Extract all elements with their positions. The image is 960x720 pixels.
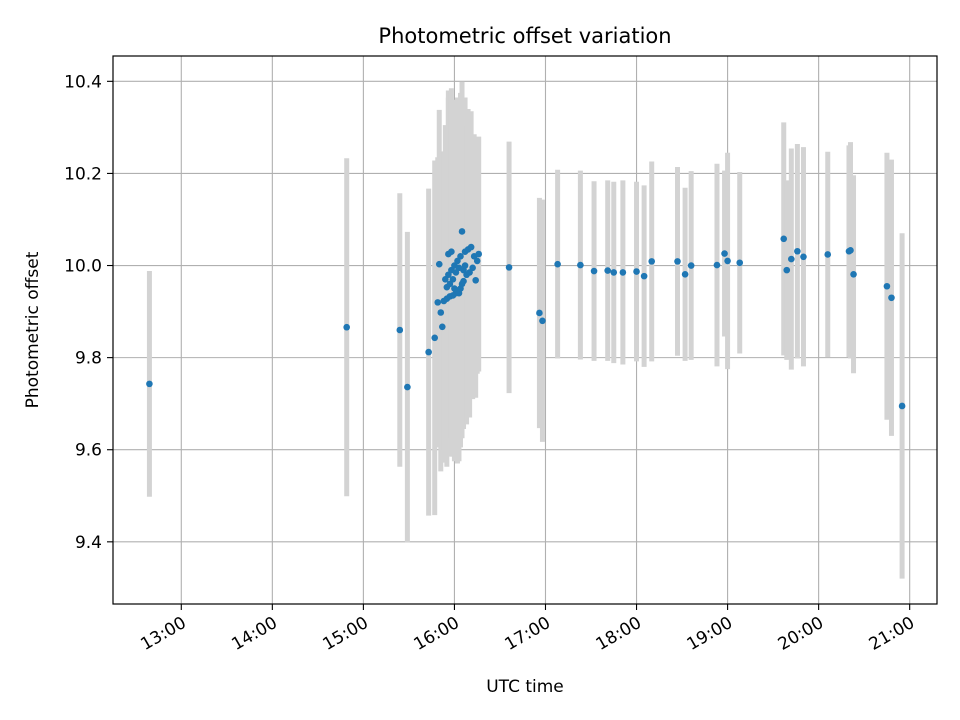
data-point: [146, 380, 153, 388]
x-tick-label: 14:00: [228, 613, 280, 655]
x-tick-label: 16:00: [411, 613, 463, 655]
data-point: [883, 282, 891, 290]
data-point: [458, 228, 466, 235]
data-point: [460, 277, 467, 285]
data-point: [850, 270, 857, 278]
y-tick-label: 10.2: [64, 164, 102, 184]
data-point: [461, 262, 469, 269]
data-point: [713, 261, 721, 269]
y-tick-label: 10.0: [64, 257, 102, 277]
data-point: [590, 267, 598, 275]
data-point: [724, 257, 731, 265]
data-point: [505, 264, 513, 271]
data-point: [457, 253, 464, 260]
data-point: [721, 250, 728, 257]
data-point: [536, 309, 543, 317]
data-point: [847, 247, 854, 254]
data-point: [469, 264, 476, 272]
y-tick-label: 9.8: [75, 349, 102, 369]
data-point: [396, 326, 404, 334]
y-tick-label: 10.4: [64, 72, 102, 92]
data-point: [554, 260, 561, 268]
data-point: [610, 269, 618, 276]
data-point: [783, 266, 791, 274]
data-point: [539, 317, 546, 325]
data-point: [898, 402, 906, 410]
x-tick-label: 21:00: [866, 613, 918, 655]
data-point: [674, 258, 681, 265]
plot-area: [112, 55, 938, 605]
data-point: [467, 243, 475, 251]
data-points: [146, 228, 906, 410]
x-tick-label: 15:00: [319, 613, 371, 655]
data-point: [788, 255, 795, 263]
data-point: [800, 253, 807, 261]
data-point: [604, 267, 612, 274]
data-point: [435, 260, 443, 268]
data-point: [404, 383, 411, 391]
x-tick-label: 20:00: [775, 613, 827, 655]
data-point: [888, 294, 895, 302]
chart-title: Photometric offset variation: [378, 24, 671, 48]
data-point: [475, 250, 483, 258]
x-axis-title: UTC time: [486, 677, 564, 697]
data-point: [448, 248, 455, 256]
data-point: [633, 268, 640, 275]
data-point: [640, 272, 648, 280]
data-point: [472, 276, 479, 284]
data-point: [824, 251, 832, 258]
data-point: [780, 235, 788, 243]
data-point: [473, 257, 481, 265]
x-tick-label: 19:00: [684, 613, 736, 655]
y-tick-label: 9.4: [75, 533, 102, 553]
data-point: [681, 270, 689, 278]
data-point: [794, 247, 801, 255]
data-point: [736, 259, 744, 267]
y-axis-title: Photometric offset: [23, 251, 43, 408]
data-point: [437, 309, 445, 316]
x-tick-label: 17:00: [502, 613, 554, 655]
data-point: [431, 334, 439, 342]
data-point: [449, 276, 457, 283]
error-bars: [146, 81, 905, 579]
data-point: [425, 348, 432, 356]
x-axis: 13:00 14:00 15:00 16:00 17:00 18:00 19:00 20:00…: [137, 604, 918, 655]
data-point: [343, 323, 350, 331]
data-point: [577, 261, 584, 269]
data-point: [438, 323, 446, 331]
data-point: [687, 262, 695, 269]
y-axis: 9.4 9.6 9.8 10.0 10.2 10.4: [64, 72, 113, 553]
data-point: [434, 299, 442, 306]
grid: [113, 56, 937, 604]
data-point: [619, 269, 627, 276]
x-tick-label: 18:00: [593, 613, 645, 655]
data-point: [648, 258, 656, 265]
x-tick-label: 13:00: [137, 613, 189, 655]
y-tick-label: 9.6: [75, 441, 102, 461]
